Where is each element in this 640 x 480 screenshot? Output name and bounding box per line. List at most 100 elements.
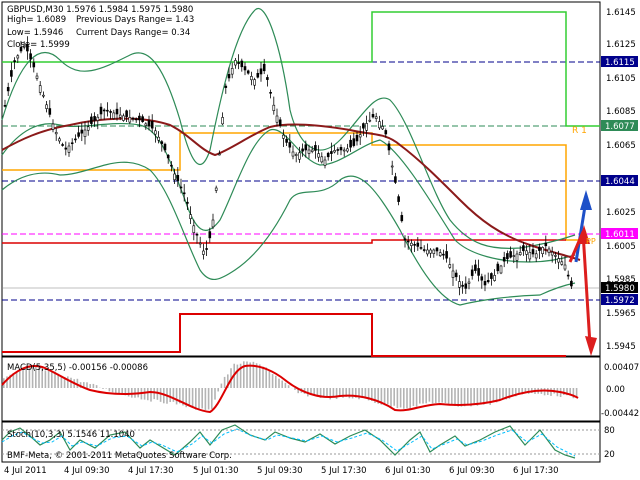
- price-badge-1.5972: 1.5972: [601, 294, 638, 306]
- candle-body: [515, 253, 519, 261]
- macd-histogram-bar: [38, 367, 40, 388]
- candle-body: [512, 255, 516, 257]
- candle-body: [186, 201, 189, 204]
- macd-histogram-bar: [163, 388, 165, 404]
- candle-body: [218, 153, 221, 156]
- macd-histogram-bar: [575, 388, 578, 397]
- macd-histogram-bar: [316, 388, 319, 397]
- candle-body: [458, 281, 461, 288]
- macd-histogram-bar: [470, 388, 472, 407]
- candle-body: [470, 269, 474, 276]
- macd-signal-line[interactable]: [1, 364, 579, 414]
- macd-histogram-bar: [345, 388, 347, 397]
- time-tick: 5 Jul 09:30: [257, 466, 303, 476]
- macd-histogram-bar: [67, 376, 69, 388]
- macd-histogram-bar: [409, 388, 411, 410]
- daily-high-line[interactable]: [2, 11, 600, 127]
- stoch-main-line[interactable]: [1, 424, 576, 459]
- candle-body: [378, 121, 381, 129]
- candle-body: [320, 156, 324, 163]
- candle-body: [506, 253, 509, 260]
- pivot-line[interactable]: [2, 132, 586, 241]
- macd-histogram-bar: [265, 367, 267, 388]
- macd-histogram-bar: [543, 388, 546, 396]
- macd-histogram-bar: [179, 388, 181, 404]
- candle-body: [496, 263, 500, 272]
- daily-low-line[interactable]: [2, 239, 566, 244]
- candle-body: [64, 147, 68, 150]
- svg-text:1.6077: 1.6077: [605, 122, 635, 132]
- macd-histogram-bar: [271, 374, 274, 388]
- macd-tick: 0.00407: [604, 363, 639, 373]
- candlestick-series[interactable]: [3, 36, 573, 296]
- time-axis: 4 Jul 2011 4 Jul 09:30 4 Jul 17:30 5 Jul…: [4, 466, 559, 476]
- macd-histogram-bar: [44, 370, 47, 388]
- candle-body: [253, 79, 256, 86]
- candle-body: [304, 144, 308, 151]
- candle-body: [416, 242, 420, 247]
- macd-histogram-bar: [111, 388, 114, 393]
- candle-body: [483, 281, 487, 286]
- macd-histogram-bar: [364, 388, 367, 399]
- candle-body: [22, 45, 26, 48]
- moving-average-line[interactable]: [1, 117, 581, 261]
- macd-histogram-bar: [489, 388, 491, 405]
- candle-body: [240, 60, 244, 68]
- macd-histogram-bar: [124, 388, 127, 396]
- bollinger-lower[interactable]: [1, 161, 576, 306]
- candle-body: [554, 255, 557, 257]
- macd-histogram-bar: [47, 370, 50, 388]
- candle-body: [358, 134, 362, 138]
- candle-body: [298, 152, 301, 160]
- price-tick: 1.6105: [606, 74, 636, 84]
- candle-body: [99, 106, 103, 115]
- macd-histogram-bar: [127, 388, 130, 397]
- candle-body: [266, 77, 269, 80]
- price-axis: 1.6145 1.6125 1.6105 1.6085 1.6065 1.602…: [606, 8, 636, 352]
- macd-histogram-bar: [51, 371, 53, 388]
- macd-histogram-bar: [115, 388, 117, 394]
- candle-body: [454, 272, 458, 278]
- candle-body: [131, 117, 135, 120]
- macd-histogram-bar: [383, 388, 386, 406]
- bollinger-upper[interactable]: [1, 7, 576, 249]
- price-badge-1.6044: 1.6044: [601, 175, 638, 187]
- macd-histogram-bar: [175, 388, 178, 405]
- macd-histogram-bar: [249, 362, 251, 388]
- macd-histogram-bar: [508, 388, 511, 399]
- candle-body: [13, 60, 16, 63]
- stoch-label: Stoch(10,3,3) 5.1546 11.1040: [7, 430, 135, 440]
- candle-body: [51, 123, 55, 130]
- macd-histogram-bar: [380, 388, 383, 405]
- macd-histogram-bar: [393, 388, 395, 406]
- candle-body: [74, 138, 77, 141]
- candle-body: [182, 192, 186, 195]
- support-line[interactable]: [2, 313, 566, 357]
- macd-histogram-bar: [92, 383, 95, 388]
- candle-body: [202, 250, 205, 255]
- candle-body: [192, 225, 196, 233]
- candle-body: [522, 245, 525, 252]
- macd-histogram-bar: [569, 388, 571, 396]
- candle-body: [323, 159, 327, 166]
- macd-histogram-bar: [351, 388, 354, 399]
- candle-body: [29, 53, 32, 60]
- candle-body: [243, 66, 247, 71]
- macd-histogram-bar: [15, 371, 18, 388]
- candle-body: [198, 242, 202, 245]
- candle-body: [294, 154, 298, 156]
- bollinger-bands[interactable]: [1, 7, 576, 306]
- bollinger-middle[interactable]: [1, 122, 576, 263]
- main-price-panel[interactable]: [1, 1, 601, 357]
- candle-body: [234, 60, 237, 66]
- macd-histogram-bar: [377, 388, 379, 404]
- candle-body: [518, 252, 522, 256]
- stoch-signal-line[interactable]: [1, 428, 576, 457]
- price-badge-1.6011: 1.6011: [601, 228, 638, 240]
- svg-text:1.6044: 1.6044: [605, 177, 635, 187]
- macd-histogram-bar: [492, 388, 495, 403]
- candle-body: [381, 126, 384, 130]
- macd-histogram-bar: [220, 383, 223, 388]
